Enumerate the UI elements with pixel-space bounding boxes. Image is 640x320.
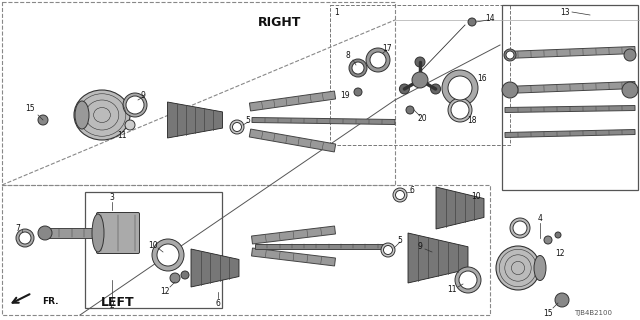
- Circle shape: [19, 232, 31, 244]
- Text: 6: 6: [216, 299, 220, 308]
- Circle shape: [510, 218, 530, 238]
- Text: LEFT: LEFT: [101, 295, 135, 308]
- Circle shape: [622, 82, 638, 98]
- Polygon shape: [505, 106, 635, 113]
- Polygon shape: [255, 244, 390, 249]
- Polygon shape: [252, 117, 395, 124]
- Text: 10: 10: [148, 241, 158, 250]
- Ellipse shape: [92, 214, 104, 252]
- Circle shape: [455, 267, 481, 293]
- Circle shape: [504, 49, 516, 61]
- Circle shape: [406, 106, 414, 114]
- Circle shape: [123, 93, 147, 117]
- Ellipse shape: [75, 101, 89, 129]
- Text: 12: 12: [160, 287, 170, 297]
- Polygon shape: [505, 82, 635, 93]
- Polygon shape: [408, 233, 468, 283]
- Text: 6: 6: [410, 186, 415, 195]
- Circle shape: [125, 120, 135, 130]
- Text: 5: 5: [397, 236, 403, 244]
- Circle shape: [555, 232, 561, 238]
- Polygon shape: [505, 46, 635, 59]
- Circle shape: [230, 120, 244, 134]
- Ellipse shape: [534, 255, 546, 281]
- Circle shape: [152, 239, 184, 271]
- Circle shape: [448, 76, 472, 100]
- Text: 5: 5: [246, 116, 250, 124]
- Circle shape: [468, 18, 476, 26]
- Circle shape: [513, 221, 527, 235]
- Circle shape: [170, 273, 180, 283]
- Text: 17: 17: [382, 44, 392, 52]
- Text: 8: 8: [346, 51, 350, 60]
- Text: 11: 11: [117, 131, 127, 140]
- Text: 9: 9: [141, 91, 145, 100]
- Circle shape: [412, 72, 428, 88]
- Polygon shape: [252, 226, 335, 244]
- Circle shape: [383, 245, 392, 254]
- Circle shape: [354, 88, 362, 96]
- Text: 14: 14: [485, 13, 495, 22]
- Circle shape: [352, 62, 364, 74]
- Circle shape: [181, 271, 189, 279]
- Polygon shape: [505, 130, 635, 138]
- Text: FR.: FR.: [42, 297, 58, 306]
- Text: 1: 1: [335, 7, 339, 17]
- Polygon shape: [191, 249, 239, 287]
- Text: 13: 13: [560, 7, 570, 17]
- Circle shape: [415, 57, 425, 67]
- Circle shape: [157, 244, 179, 266]
- Circle shape: [624, 49, 636, 61]
- Text: 18: 18: [467, 116, 477, 124]
- Text: 19: 19: [340, 91, 350, 100]
- Text: 11: 11: [447, 285, 457, 294]
- Text: 16: 16: [477, 74, 487, 83]
- Ellipse shape: [496, 246, 540, 290]
- Text: 10: 10: [471, 191, 481, 201]
- Text: 4: 4: [538, 213, 543, 222]
- Circle shape: [431, 84, 440, 94]
- Circle shape: [442, 70, 478, 106]
- Text: RIGHT: RIGHT: [259, 15, 301, 28]
- Circle shape: [38, 115, 48, 125]
- Circle shape: [126, 96, 144, 114]
- Circle shape: [393, 188, 407, 202]
- Circle shape: [349, 59, 367, 77]
- Circle shape: [544, 236, 552, 244]
- Text: 2: 2: [109, 300, 115, 309]
- Polygon shape: [168, 102, 223, 138]
- Circle shape: [506, 51, 514, 59]
- Text: TJB4B2100: TJB4B2100: [574, 310, 612, 316]
- Text: 20: 20: [417, 114, 427, 123]
- Circle shape: [16, 229, 34, 247]
- Circle shape: [555, 293, 569, 307]
- Polygon shape: [250, 91, 335, 111]
- Circle shape: [232, 123, 241, 132]
- Polygon shape: [250, 129, 336, 152]
- Polygon shape: [252, 248, 335, 266]
- Text: 12: 12: [556, 249, 564, 258]
- Text: 15: 15: [543, 308, 553, 317]
- Circle shape: [366, 48, 390, 72]
- Circle shape: [448, 98, 472, 122]
- Circle shape: [396, 190, 404, 199]
- Text: 3: 3: [109, 193, 115, 202]
- Circle shape: [451, 101, 469, 119]
- FancyBboxPatch shape: [97, 212, 140, 253]
- Polygon shape: [436, 187, 484, 229]
- Circle shape: [399, 84, 410, 94]
- Circle shape: [459, 271, 477, 289]
- Circle shape: [502, 82, 518, 98]
- Text: 9: 9: [417, 242, 422, 251]
- Polygon shape: [46, 228, 97, 238]
- Circle shape: [381, 243, 395, 257]
- Circle shape: [370, 52, 386, 68]
- Ellipse shape: [74, 90, 130, 140]
- Circle shape: [38, 226, 52, 240]
- Text: 7: 7: [15, 223, 20, 233]
- Text: 15: 15: [25, 103, 35, 113]
